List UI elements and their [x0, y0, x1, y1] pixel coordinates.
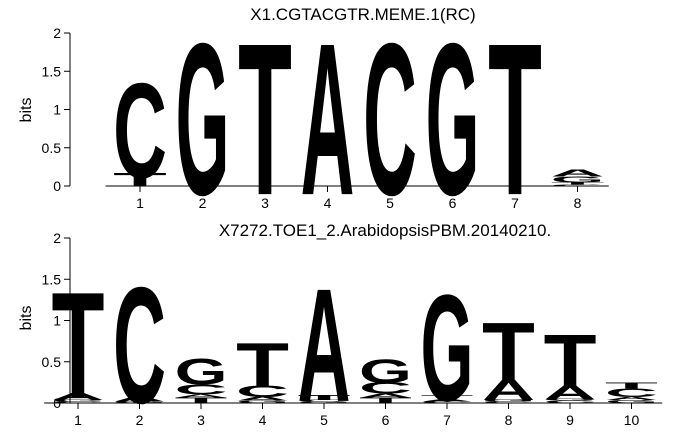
logo-letter-a: A	[421, 398, 474, 402]
x-tick-label: 7	[511, 195, 519, 211]
x-tick-label: 5	[386, 195, 394, 211]
logo-letter-g: G	[236, 400, 289, 404]
x-tick-label: 1	[74, 412, 82, 428]
logo-letter-a: A	[236, 396, 289, 403]
logo-letter-t: T	[359, 396, 412, 405]
logo-letter-a: A	[359, 392, 412, 399]
logo-letter-c: C	[175, 381, 228, 398]
logo-letter-t: T	[236, 330, 289, 402]
logo-letter-a: A	[52, 391, 105, 403]
logo-letter-t: T	[551, 182, 605, 186]
x-tick-label: 4	[324, 195, 332, 211]
logo-letter-c: C	[298, 399, 351, 402]
x-tick-label: 3	[261, 195, 269, 211]
logo-letter-g: G	[359, 353, 412, 391]
logo-letter-c: C	[113, 254, 166, 432]
logo-letter-a: A	[544, 382, 597, 404]
y-tick-label: 2	[53, 230, 61, 246]
logo-panel-bottom: X7272.TOE1_2.ArabidopsisPBM.20140210. bi…	[18, 221, 663, 437]
logo-letter-c: C	[605, 387, 658, 400]
x-tick-label: 2	[199, 195, 207, 211]
chart-title: X1.CGTACGTR.MEME.1(RC)	[250, 5, 475, 24]
y-tick-label: 1.5	[42, 63, 62, 79]
logo-letter-c: C	[551, 184, 605, 186]
logo-letter-a: A	[113, 395, 166, 403]
x-tick-label: 2	[136, 412, 144, 428]
y-tick-label: 0	[53, 178, 61, 194]
logo-letter-c: C	[544, 400, 597, 404]
logo-letter-a: A	[301, 0, 355, 241]
x-tick-label: 6	[382, 412, 390, 428]
logo-letter-g: G	[482, 398, 535, 402]
logo-letter-g: G	[426, 0, 480, 241]
logo-letter-a: A	[605, 396, 658, 401]
logo-letter-g: G	[298, 401, 351, 404]
logo-letter-t: T	[52, 262, 105, 432]
logo-letter-g: G	[421, 262, 474, 432]
logo-letter-g: G	[551, 175, 605, 185]
y-tick-label: 1	[53, 313, 61, 329]
logo-letter-a: A	[298, 255, 351, 432]
logo-letter-t: T	[298, 394, 351, 402]
logo-letter-t: T	[175, 396, 228, 405]
logo-letter-t: T	[488, 0, 542, 241]
logo-letter-g: G	[52, 399, 105, 402]
logo-letter-g: G	[175, 351, 228, 393]
x-tick-label: 10	[624, 412, 640, 428]
y-axis-label: bits	[18, 98, 35, 123]
logo-letter-a: A	[175, 393, 228, 398]
logo-letter-g: G	[113, 401, 166, 404]
y-tick-label: 1.5	[42, 271, 62, 287]
logo-letter-c: C	[113, 56, 167, 207]
logo-letter-g: G	[544, 399, 597, 402]
x-tick-label: 1	[136, 195, 144, 211]
x-tick-label: 7	[443, 412, 451, 428]
x-tick-label: 8	[505, 412, 513, 428]
logo-letter-t: T	[544, 320, 597, 405]
logo-letter-c: C	[482, 401, 535, 404]
chart-title: X7272.TOE1_2.ArabidopsisPBM.20140210.	[219, 221, 551, 240]
x-tick-label: 6	[449, 195, 457, 211]
logo-letter-c: C	[421, 401, 474, 404]
logo-letter-t: T	[482, 306, 535, 400]
y-tick-label: 0.5	[42, 354, 62, 370]
x-tick-label: 5	[320, 412, 328, 428]
logo-letter-c: C	[236, 383, 289, 401]
logo-letter-t: T	[605, 381, 658, 390]
logo-letter-c: C	[52, 401, 105, 404]
logo-letter-c: C	[359, 379, 412, 397]
y-tick-label: 1	[53, 102, 61, 118]
x-tick-label: 8	[574, 195, 582, 211]
y-axis-label: bits	[18, 306, 35, 331]
logo-letter-a: A	[482, 374, 535, 407]
x-tick-label: 4	[259, 412, 267, 428]
logo-letter-t: T	[238, 0, 292, 241]
logo-letter-g: G	[605, 399, 658, 404]
logo-letter-a: A	[551, 168, 605, 179]
x-tick-label: 3	[197, 412, 205, 428]
y-tick-label: 0.5	[42, 140, 62, 156]
logo-panel-top: X1.CGTACGTR.MEME.1(RC) bits 0 0.5 1 1.5 2 1 2 3…	[18, 0, 609, 241]
logo-letter-t: T	[113, 169, 167, 191]
y-tick-label: 2	[53, 25, 61, 41]
x-tick-label: 9	[566, 412, 574, 428]
logo-letter-g: G	[176, 0, 230, 241]
logo-letter-c: C	[363, 0, 417, 241]
logo-letter-t: T	[421, 394, 474, 401]
